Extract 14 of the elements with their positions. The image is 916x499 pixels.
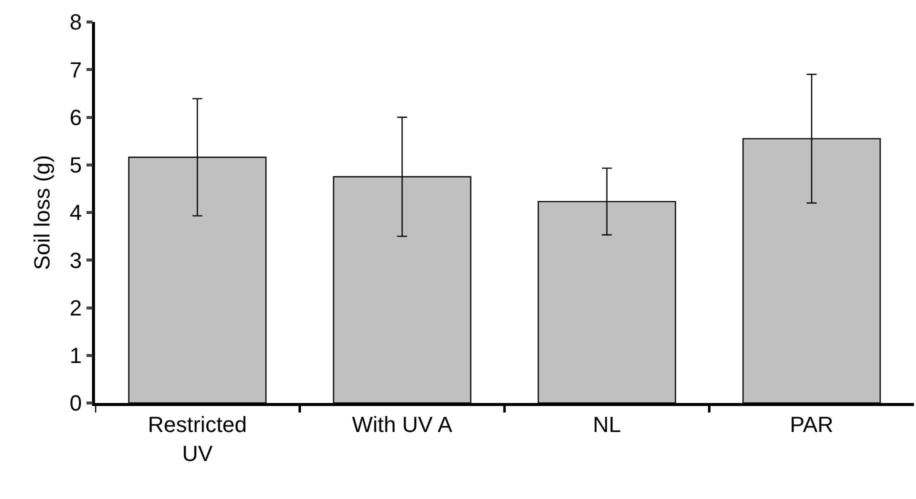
y-tick-label: 1 xyxy=(70,343,82,368)
y-tick-label: 0 xyxy=(70,390,82,416)
y-tick-label: 7 xyxy=(70,57,82,82)
y-tick-label: 8 xyxy=(70,10,82,35)
y-axis-title: Soil loss (g) xyxy=(29,155,54,270)
y-tick-label: 2 xyxy=(70,295,82,320)
x-tick-label: NL xyxy=(592,412,621,438)
y-tick-label: 5 xyxy=(70,152,82,178)
y-tick-label: 3 xyxy=(70,248,82,273)
y-tick-label: 4 xyxy=(70,200,82,226)
x-tick-label: Restricted UV xyxy=(148,412,247,466)
x-tick-label: With UV A xyxy=(352,412,453,438)
x-tick-label: PAR xyxy=(790,412,834,438)
y-tick-label: 6 xyxy=(70,104,82,130)
